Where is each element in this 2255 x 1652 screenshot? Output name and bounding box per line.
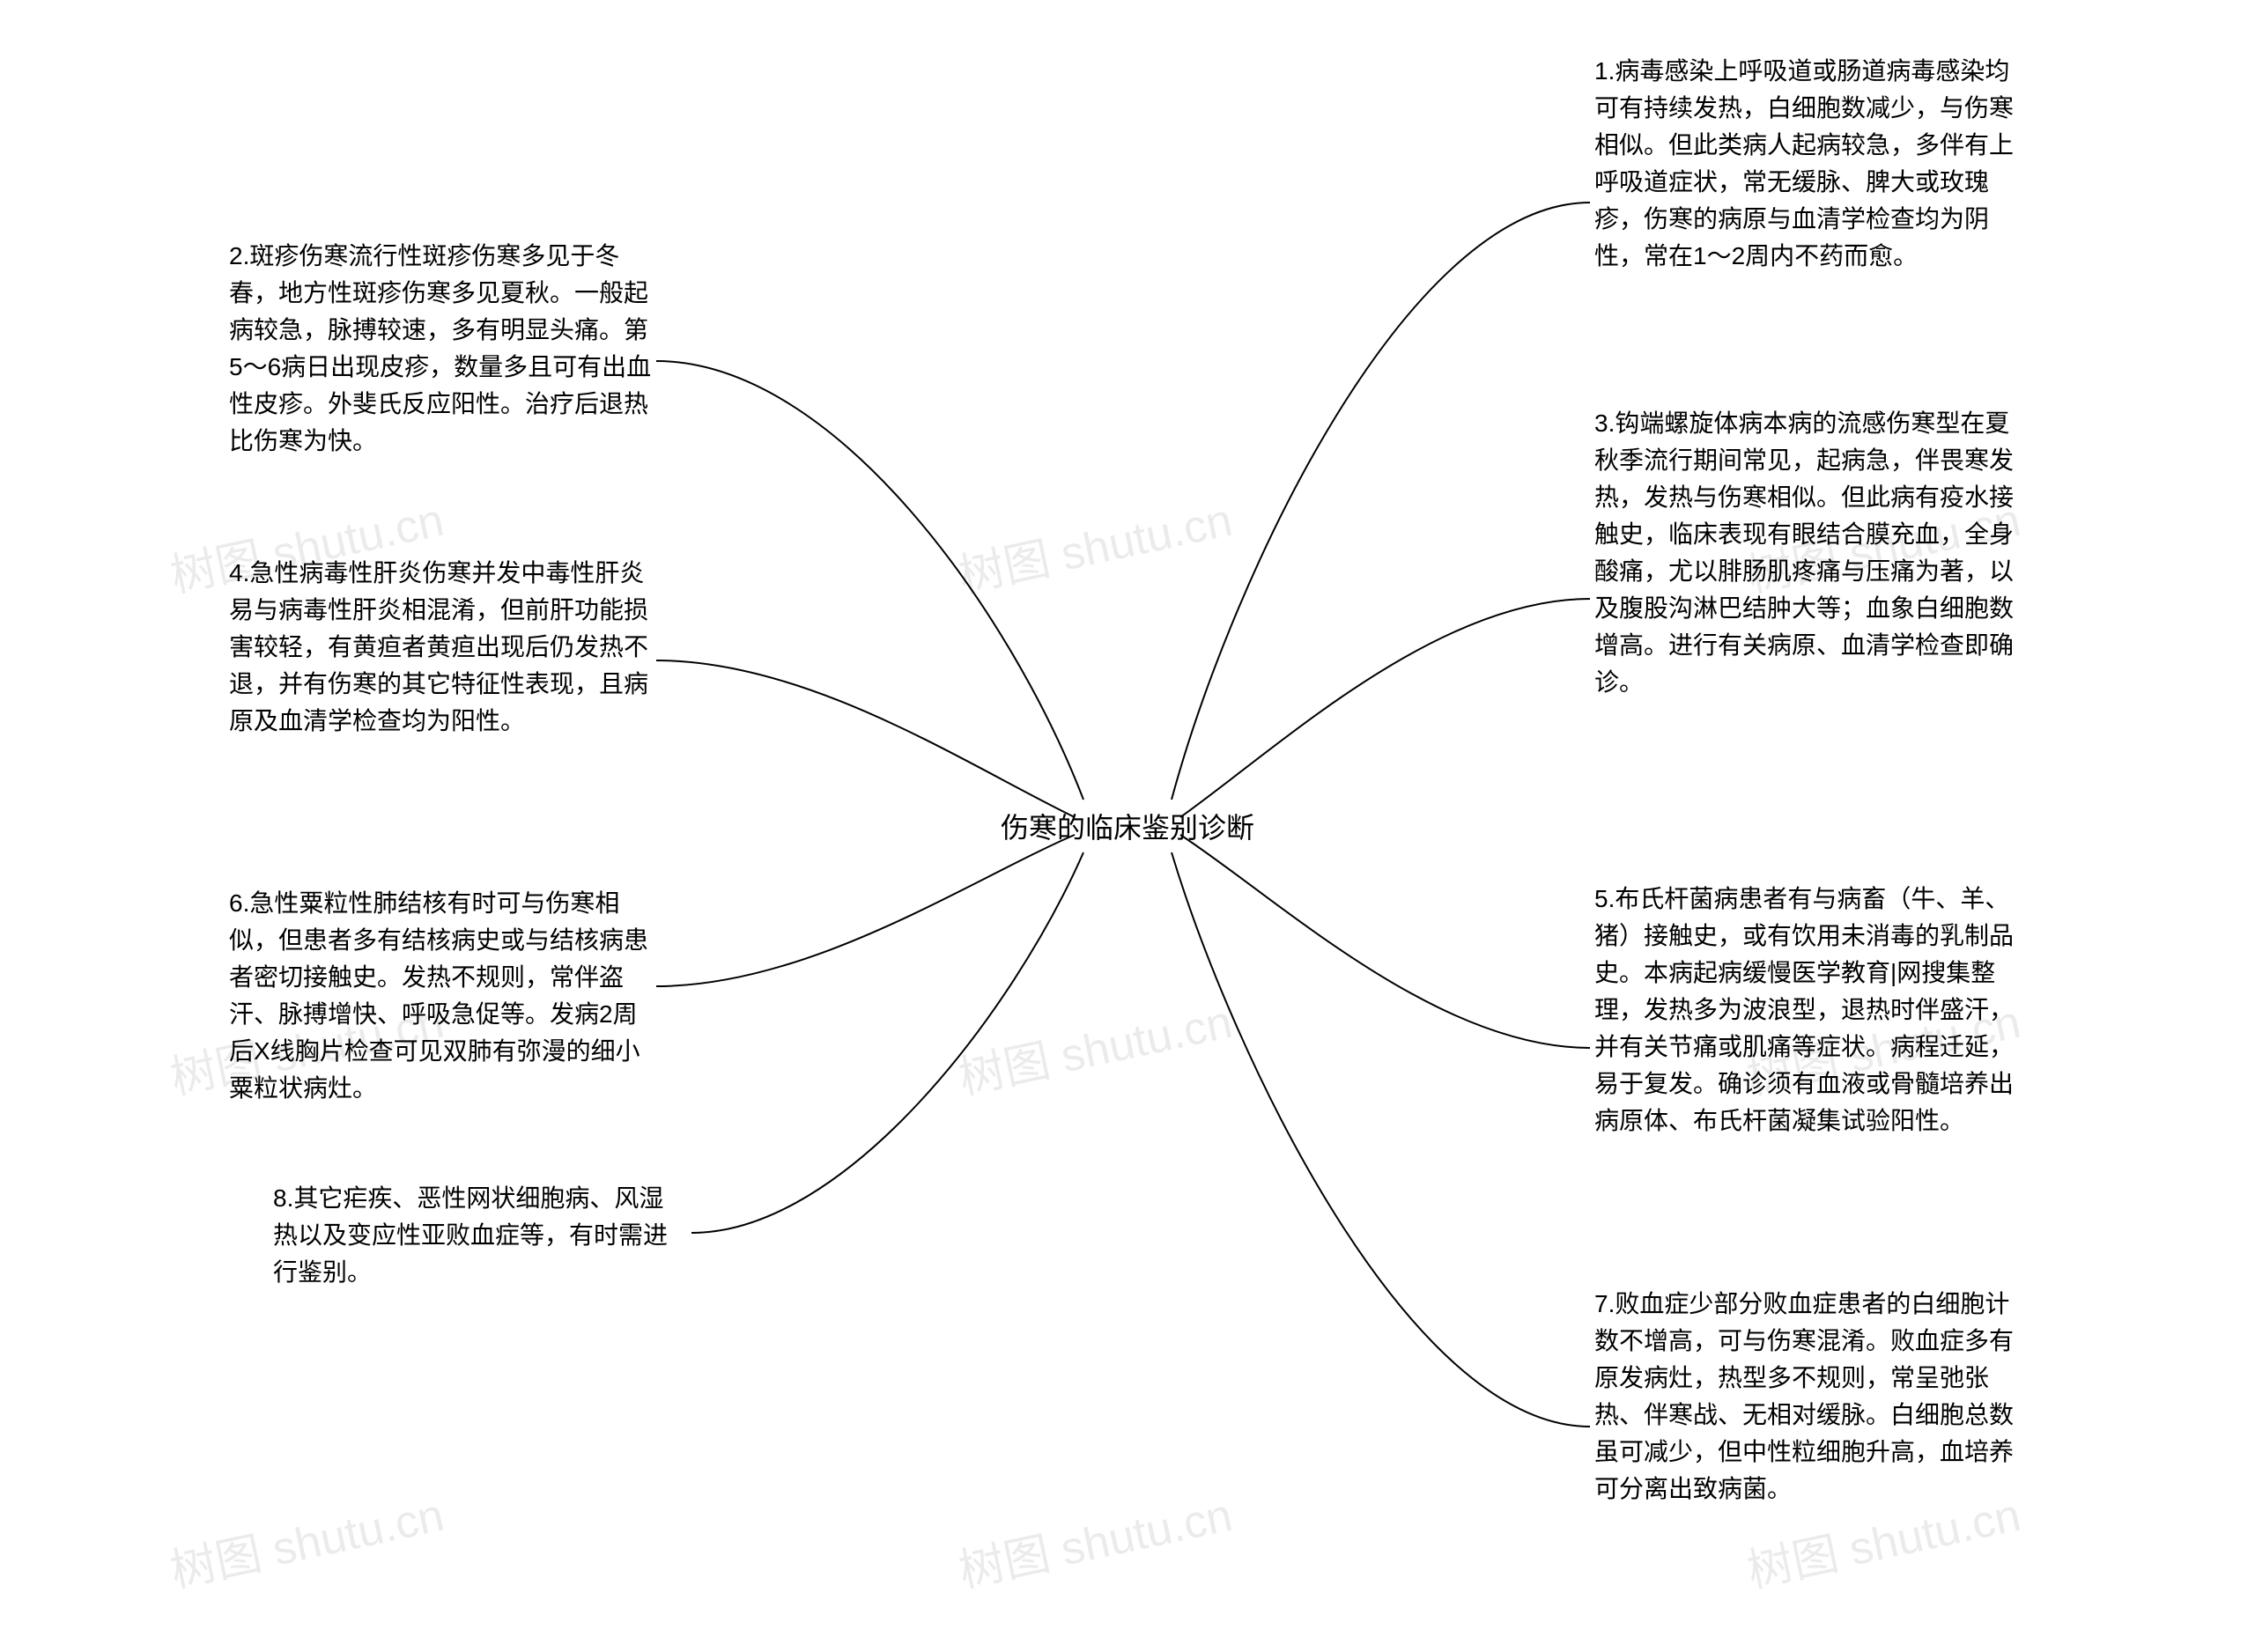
branch-4: 4.急性病毒性肝炎伤寒并发中毒性肝炎易与病毒性肝炎相混淆，但前肝功能损害较轻，有… [229, 555, 652, 740]
branch-7: 7.败血症少部分败血症患者的白细胞计数不增高，可与伤寒混淆。败血症多有原发病灶，… [1594, 1286, 2017, 1508]
branch-3: 3.钩端螺旋体病本病的流感伤寒型在夏秋季流行期间常见，起病急，伴畏寒发热，发热与… [1594, 405, 2017, 701]
mindmap-canvas: 伤寒的临床鉴别诊断 2.斑疹伤寒流行性斑疹伤寒多见于冬春，地方性斑疹伤寒多见夏秋… [0, 0, 2255, 1652]
branch-1: 1.病毒感染上呼吸道或肠道病毒感染均可有持续发热，白细胞数减少，与伤寒相似。但此… [1594, 53, 2017, 275]
center-title: 伤寒的临床鉴别诊断 [1001, 806, 1254, 846]
branch-2: 2.斑疹伤寒流行性斑疹伤寒多见于冬春，地方性斑疹伤寒多见夏秋。一般起病较急，脉搏… [229, 238, 652, 460]
branch-5: 5.布氏杆菌病患者有与病畜（牛、羊、猪）接触史，或有饮用未消毒的乳制品史。本病起… [1594, 881, 2017, 1139]
branch-6: 6.急性粟粒性肺结核有时可与伤寒相似，但患者多有结核病史或与结核病患者密切接触史… [229, 885, 652, 1107]
branch-8: 8.其它疟疾、恶性网状细胞病、风湿热以及变应性亚败血症等，有时需进行鉴别。 [273, 1180, 687, 1291]
